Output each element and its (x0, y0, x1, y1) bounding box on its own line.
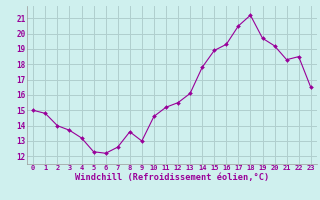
X-axis label: Windchill (Refroidissement éolien,°C): Windchill (Refroidissement éolien,°C) (75, 173, 269, 182)
